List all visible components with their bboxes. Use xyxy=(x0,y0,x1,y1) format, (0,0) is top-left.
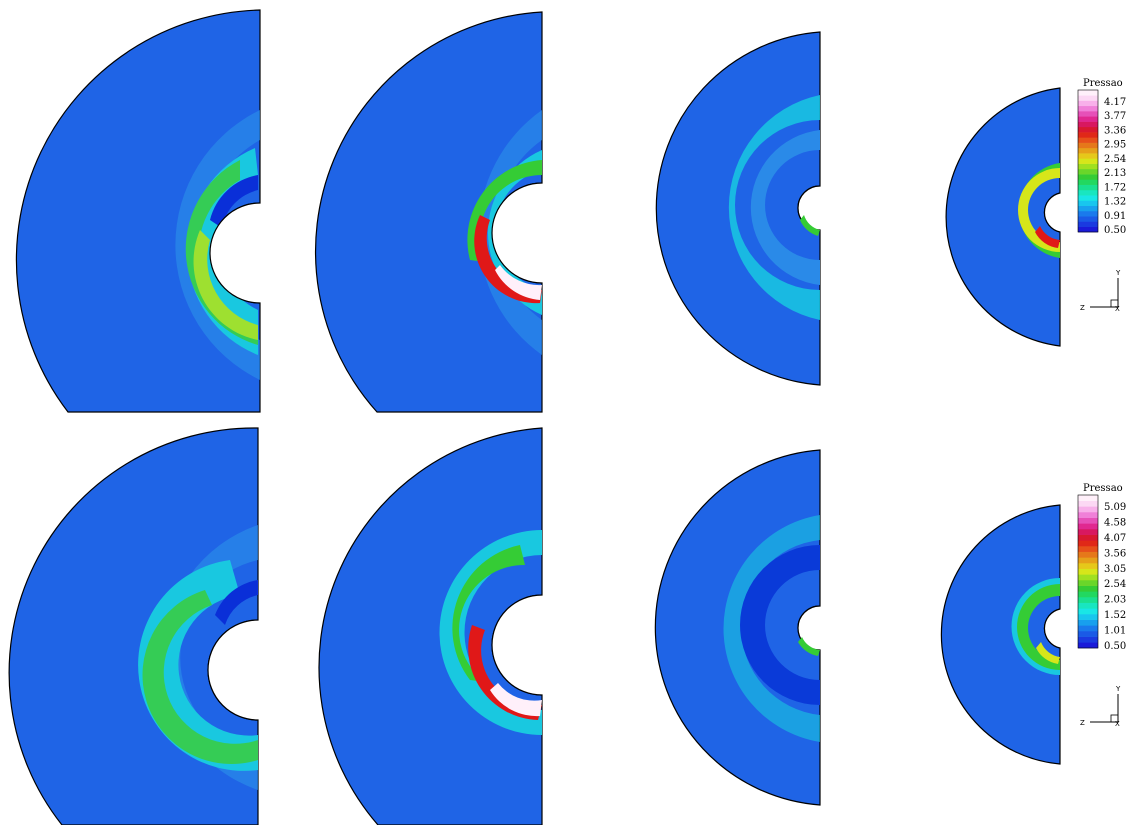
legend-tick-label: 0.91 xyxy=(1104,211,1126,222)
legend-color-swatch xyxy=(1078,200,1098,206)
legend-color-swatch xyxy=(1078,500,1098,507)
contour-panel-bottom-1 xyxy=(8,427,259,825)
legend-tick-label: 1.01 xyxy=(1104,626,1126,637)
legend-color-swatch xyxy=(1078,116,1098,122)
legend-color-swatch xyxy=(1078,495,1098,501)
legend-color-swatch xyxy=(1078,100,1098,107)
y-axis-label: Y xyxy=(1115,269,1121,277)
legend-color-swatch xyxy=(1078,506,1098,513)
axis-triad-top: Y Z X xyxy=(1080,269,1121,313)
legend-tick-label: 2.54 xyxy=(1104,154,1126,165)
legend-tick-label: 3.36 xyxy=(1104,125,1126,136)
legend-color-swatch xyxy=(1078,121,1098,128)
contour-panel-bottom-4 xyxy=(940,504,1061,765)
legend-color-swatch xyxy=(1078,642,1098,649)
legend-color-swatch xyxy=(1078,557,1098,564)
x-axis-label: X xyxy=(1115,720,1120,728)
legend-color-swatch xyxy=(1078,216,1098,222)
legend-tick-label: 4.07 xyxy=(1104,533,1126,544)
legend-color-swatch xyxy=(1078,523,1098,530)
legend-color-swatch xyxy=(1078,195,1098,201)
legend-color-swatch xyxy=(1078,574,1098,581)
legend-color-swatch xyxy=(1078,631,1098,637)
legend-color-swatch xyxy=(1078,221,1098,228)
legend-color-swatch xyxy=(1078,147,1098,154)
z-axis-label: Z xyxy=(1080,304,1085,312)
legend-tick-label: 2.13 xyxy=(1104,168,1126,179)
legend-tick-label: 1.52 xyxy=(1104,610,1126,621)
legend-color-swatch xyxy=(1078,90,1098,96)
color-legend-bottom: Pressao 5.09 4.58 4.07 3.56 3.05 2.54 2.03 1.52… xyxy=(1077,483,1126,652)
legend-color-swatch xyxy=(1078,597,1098,603)
legend-color-swatch xyxy=(1078,546,1098,552)
legend-color-swatch xyxy=(1078,163,1098,170)
legend-title: Pressao xyxy=(1083,483,1123,494)
legend-tick-label: 2.54 xyxy=(1104,579,1126,590)
legend-tick-label: 4.17 xyxy=(1104,97,1126,108)
legend-color-swatch xyxy=(1078,540,1098,547)
legend-color-swatch xyxy=(1078,568,1098,575)
legend-color-swatch xyxy=(1078,614,1098,620)
contour-panel-bottom-3 xyxy=(654,449,821,806)
legend-color-swatch xyxy=(1078,111,1098,117)
legend-color-swatch xyxy=(1078,126,1098,133)
legend-color-swatch xyxy=(1078,168,1098,175)
y-axis-label: Y xyxy=(1115,685,1121,693)
legend-color-swatch xyxy=(1078,158,1098,164)
legend-color-swatch xyxy=(1078,95,1098,101)
legend-color-swatch xyxy=(1078,580,1098,586)
legend-color-swatch xyxy=(1078,189,1098,196)
color-legend-top: Pressao 4.17 3.77 3.36 2.95 2.54 2.13 1.72 1.32… xyxy=(1077,78,1126,236)
contour-panel-top-3 xyxy=(655,31,821,386)
legend-color-swatch xyxy=(1078,563,1098,569)
legend-color-swatch xyxy=(1078,534,1098,541)
legend-tick-label: 1.32 xyxy=(1104,197,1126,208)
legend-color-swatch xyxy=(1078,517,1098,524)
legend-color-swatch xyxy=(1078,636,1098,643)
legend-tick-label: 0.50 xyxy=(1104,225,1126,236)
legend-tick-label: 3.05 xyxy=(1104,564,1126,575)
legend-color-swatch xyxy=(1078,619,1098,626)
axis-triad-bottom: Y Z X xyxy=(1080,685,1121,728)
legend-color-swatch xyxy=(1078,226,1098,233)
legend-tick-label: 3.77 xyxy=(1104,111,1126,122)
contour-panel-top-2 xyxy=(314,11,543,413)
legend-frame xyxy=(1077,494,1099,649)
legend-color-swatch xyxy=(1078,529,1098,535)
legend-color-swatch xyxy=(1078,132,1098,138)
legend-tick-label: 5.09 xyxy=(1104,502,1126,513)
legend-color-swatch xyxy=(1078,205,1098,212)
legend-color-swatch xyxy=(1078,551,1098,558)
legend-color-swatch xyxy=(1078,179,1098,185)
legend-color-swatch xyxy=(1078,210,1098,217)
legend-color-swatch xyxy=(1078,608,1098,615)
legend-color-swatch xyxy=(1078,137,1098,143)
legend-tick-label: 0.50 xyxy=(1104,641,1126,652)
legend-color-swatch xyxy=(1078,585,1098,592)
legend-color-swatch xyxy=(1078,602,1098,609)
contour-panel-bottom-2 xyxy=(318,427,543,825)
legend-color-swatch xyxy=(1078,142,1098,149)
legend-color-swatch xyxy=(1078,105,1098,112)
z-axis-label: Z xyxy=(1080,719,1085,727)
legend-color-swatch xyxy=(1078,153,1098,159)
contour-panel-top-4 xyxy=(945,87,1061,347)
legend-tick-label: 2.03 xyxy=(1104,595,1126,606)
contour-panel-top-1 xyxy=(15,9,261,413)
legend-color-swatch xyxy=(1078,591,1098,598)
legend-color-swatch xyxy=(1078,184,1098,191)
x-axis-label: X xyxy=(1115,305,1120,313)
legend-tick-label: 3.56 xyxy=(1104,548,1126,559)
legend-tick-label: 4.58 xyxy=(1104,517,1126,528)
legend-tick-label: 2.95 xyxy=(1104,140,1126,151)
legend-title: Pressao xyxy=(1083,78,1123,89)
legend-color-swatch xyxy=(1078,512,1098,518)
legend-tick-label: 1.72 xyxy=(1104,182,1126,193)
legend-frame xyxy=(1077,89,1099,233)
legend-color-swatch xyxy=(1078,174,1098,180)
legend-color-swatch xyxy=(1078,625,1098,632)
